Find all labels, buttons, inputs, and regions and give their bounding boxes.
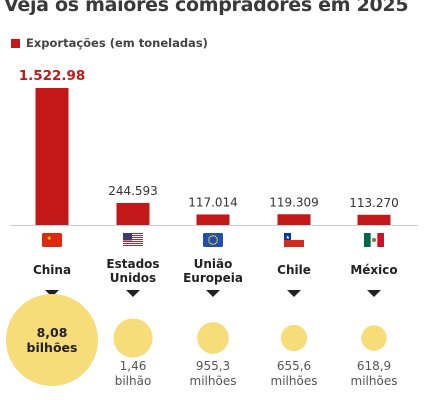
bubble-unit-label: milhões — [271, 374, 318, 388]
category-label: União — [194, 257, 233, 271]
chile-flag-icon: ★ — [284, 233, 304, 247]
bar — [196, 214, 230, 225]
china-flag-icon: ★ — [42, 233, 62, 247]
bubble-unit-label: bilhão — [115, 374, 152, 388]
bubble-value-label: 618,9 — [357, 359, 391, 373]
value-bubble — [361, 325, 387, 351]
svg-text:★: ★ — [47, 235, 52, 242]
category-label: México — [350, 263, 397, 277]
legend: Exportações (em toneladas) — [11, 36, 208, 50]
eu-flag-icon — [203, 233, 223, 247]
category-label: Chile — [277, 263, 311, 277]
category-label: Estados — [106, 257, 159, 271]
bar-value-label: 1.522.98 — [19, 68, 86, 84]
chevron-down-icon — [206, 290, 220, 297]
bubble-value-label: 1,46 — [120, 359, 147, 373]
value-bubble — [197, 322, 229, 354]
value-bubble — [113, 318, 153, 358]
legend-swatch — [11, 38, 20, 48]
svg-text:★: ★ — [286, 235, 291, 241]
bar — [277, 214, 311, 225]
chevron-down-icon — [287, 290, 301, 297]
bubble-unit-label: bilhões — [27, 340, 78, 355]
bar-value-label: 117.014 — [188, 195, 238, 209]
bubble-value-label: 8,08 — [37, 325, 68, 340]
chart-title: Veja os maiores compradores em 2025 — [4, 0, 409, 16]
bar-value-label: 119.309 — [269, 195, 319, 209]
category-label: China — [33, 263, 71, 277]
mexico-flag-icon — [364, 233, 384, 247]
category-label: Europeia — [183, 271, 243, 285]
bar — [116, 202, 150, 225]
chevron-down-icon — [367, 290, 381, 297]
bar — [35, 88, 69, 225]
category-label: Unidos — [110, 271, 156, 285]
bubble-unit-label: milhões — [190, 374, 237, 388]
bubble-value-label: 655,6 — [277, 359, 311, 373]
bar-value-label: 113.270 — [349, 196, 399, 210]
bubble-value-label: 955,3 — [196, 359, 230, 373]
usa-flag-icon — [123, 233, 143, 247]
value-bubble — [280, 324, 308, 352]
value-bubble — [6, 294, 98, 386]
bar-value-label: 244.593 — [108, 184, 158, 198]
chevron-down-icon — [45, 290, 59, 297]
legend-label: Exportações (em toneladas) — [26, 36, 208, 50]
bubble-unit-label: milhões — [351, 374, 398, 388]
bar — [357, 214, 391, 225]
chevron-down-icon — [126, 290, 140, 297]
